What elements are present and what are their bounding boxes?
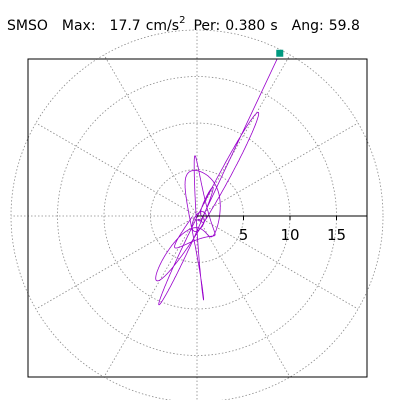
- period-unit: s: [270, 17, 278, 34]
- peak-marker-group: [276, 49, 284, 57]
- max-unit: cm/s: [145, 17, 180, 34]
- radial-axis: 5 10 15: [197, 215, 367, 244]
- period-value: 0.380: [225, 17, 266, 34]
- station-code: SMSO: [7, 17, 48, 34]
- trace-line: [155, 59, 278, 306]
- max-value: 17.7: [109, 17, 141, 34]
- grid-spoke-30: [196, 122, 359, 217]
- grid-spoke-300: [196, 215, 291, 378]
- grid-spoke-150: [35, 122, 198, 217]
- max-unit-exponent: 2: [179, 15, 186, 26]
- plot-frame: [27, 58, 368, 378]
- max-label: Max:: [61, 17, 96, 34]
- axis-tick-label-15: 15: [327, 226, 346, 244]
- motion-trace: [155, 59, 278, 306]
- axis-tick-label-10: 10: [280, 226, 299, 244]
- grid-spoke-60: [196, 54, 291, 217]
- polar-grid: [10, 29, 384, 400]
- angle-label: Ang:: [291, 17, 324, 34]
- grid-spoke-240: [103, 215, 198, 378]
- grid-spoke-210: [35, 215, 198, 310]
- grid-spoke-330: [196, 215, 359, 310]
- chart-header: SMSO Max: 17.7 cm/s2 Per: 0.380 s Ang: 59.8: [7, 15, 360, 34]
- angle-value: 59.8: [328, 17, 360, 34]
- axis-tick-label-5: 5: [239, 226, 249, 244]
- grid-spoke-120: [103, 54, 198, 217]
- peak-marker: [276, 49, 284, 57]
